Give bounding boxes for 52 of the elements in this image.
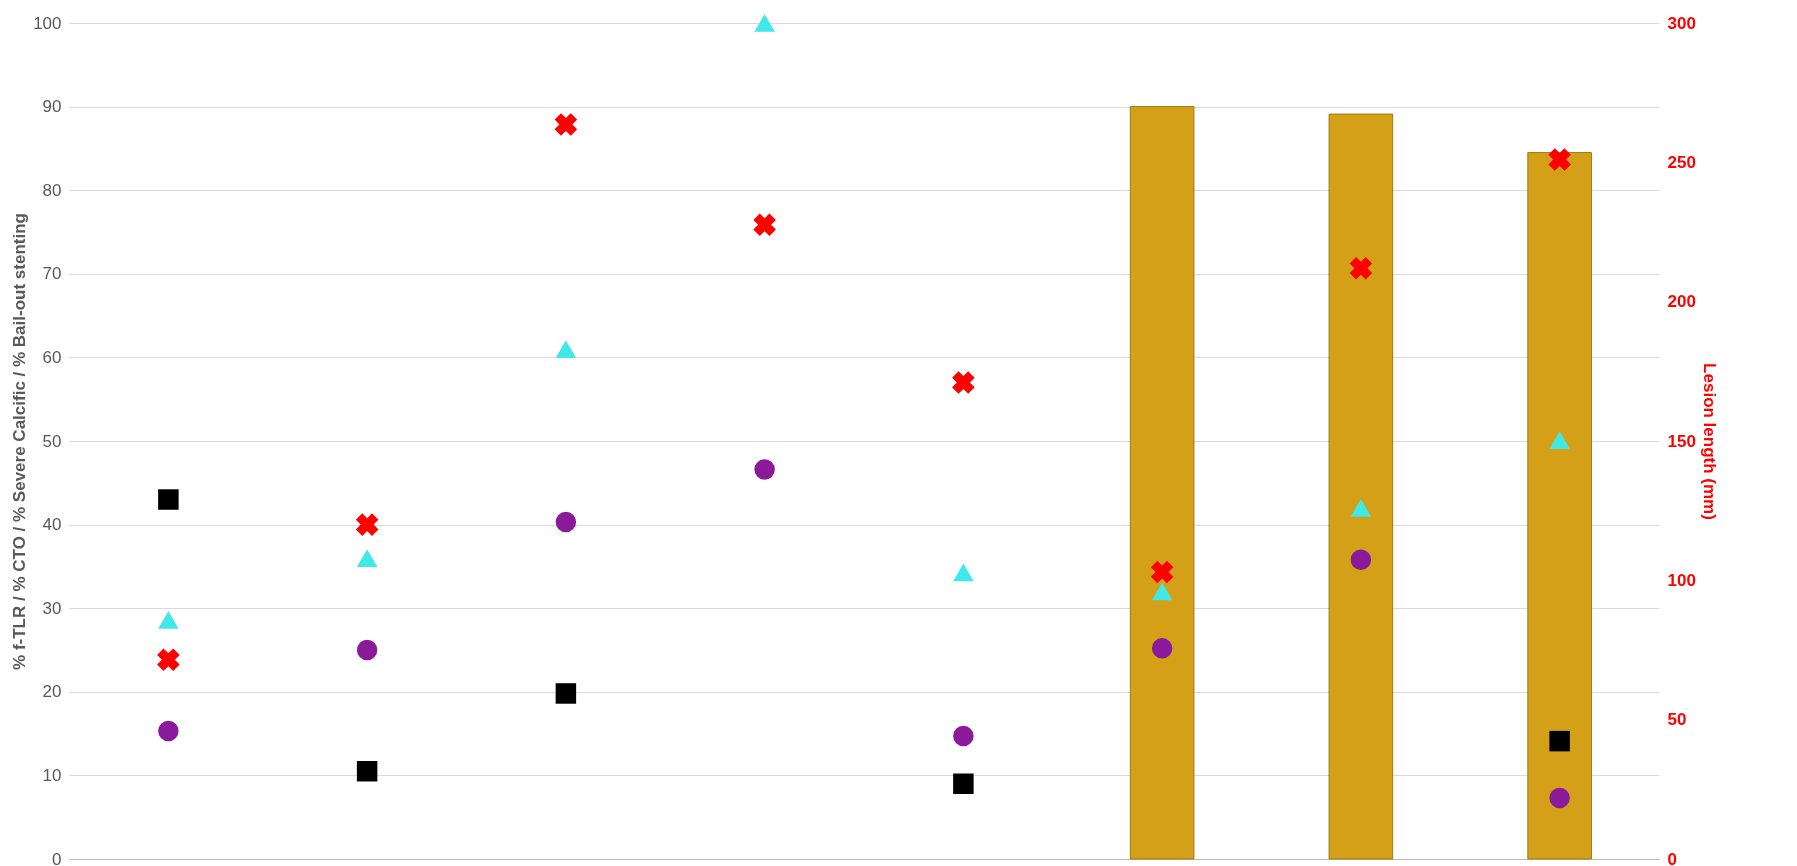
y2-axis-title: Lesion length (mm): [1699, 363, 1719, 520]
point: [1549, 730, 1570, 752]
point: [158, 611, 179, 629]
y-tick-label: 100: [33, 13, 62, 33]
point: [555, 511, 577, 533]
bar: [1129, 106, 1195, 860]
y-tick-label: 0: [52, 849, 62, 866]
y-tick-label: 80: [42, 180, 62, 200]
point: [355, 513, 379, 536]
point: [1151, 638, 1173, 659]
y-tick-label: 60: [42, 347, 62, 367]
point: [1151, 582, 1173, 601]
y2-tick-label: 150: [1667, 431, 1696, 451]
point: [953, 773, 974, 795]
point: [158, 489, 179, 510]
point: [356, 549, 378, 567]
point: [1150, 560, 1174, 584]
y-tick-label: 10: [42, 765, 62, 785]
point: [1549, 787, 1570, 809]
y2-tick-label: 300: [1667, 13, 1696, 33]
point: [1549, 431, 1570, 450]
y2-tick-label: 50: [1667, 710, 1687, 730]
y2-tick-label: 0: [1667, 849, 1677, 866]
y-tick-label: 30: [42, 598, 62, 618]
y-tick-label: 50: [42, 431, 62, 451]
point: [754, 459, 775, 480]
point: [1350, 549, 1372, 570]
point: [158, 720, 179, 742]
point: [953, 563, 974, 582]
point: [356, 639, 378, 661]
y-tick-label: 40: [42, 515, 62, 535]
point: [953, 725, 974, 747]
point: [753, 213, 776, 237]
point: [1349, 256, 1373, 280]
y-tick-label: 70: [42, 264, 62, 284]
y-tick-label: 20: [42, 682, 62, 702]
point: [555, 683, 577, 704]
y2-tick-label: 200: [1667, 292, 1696, 312]
point: [554, 113, 578, 136]
bar: [1328, 113, 1394, 860]
point: [952, 371, 975, 394]
point: [555, 340, 577, 358]
y2-tick-label: 250: [1667, 152, 1696, 172]
point: [754, 14, 775, 32]
y-tick-label: 90: [42, 97, 62, 117]
point: [157, 648, 180, 672]
y-axis-title: % f-TLR / % CTO / % Severe Calcific / % Bail-out stenting: [10, 213, 30, 670]
y2-tick-label: 100: [1667, 570, 1696, 590]
point: [356, 760, 378, 782]
bar: [1527, 152, 1592, 860]
point: [1350, 499, 1372, 517]
point: [1548, 148, 1571, 171]
